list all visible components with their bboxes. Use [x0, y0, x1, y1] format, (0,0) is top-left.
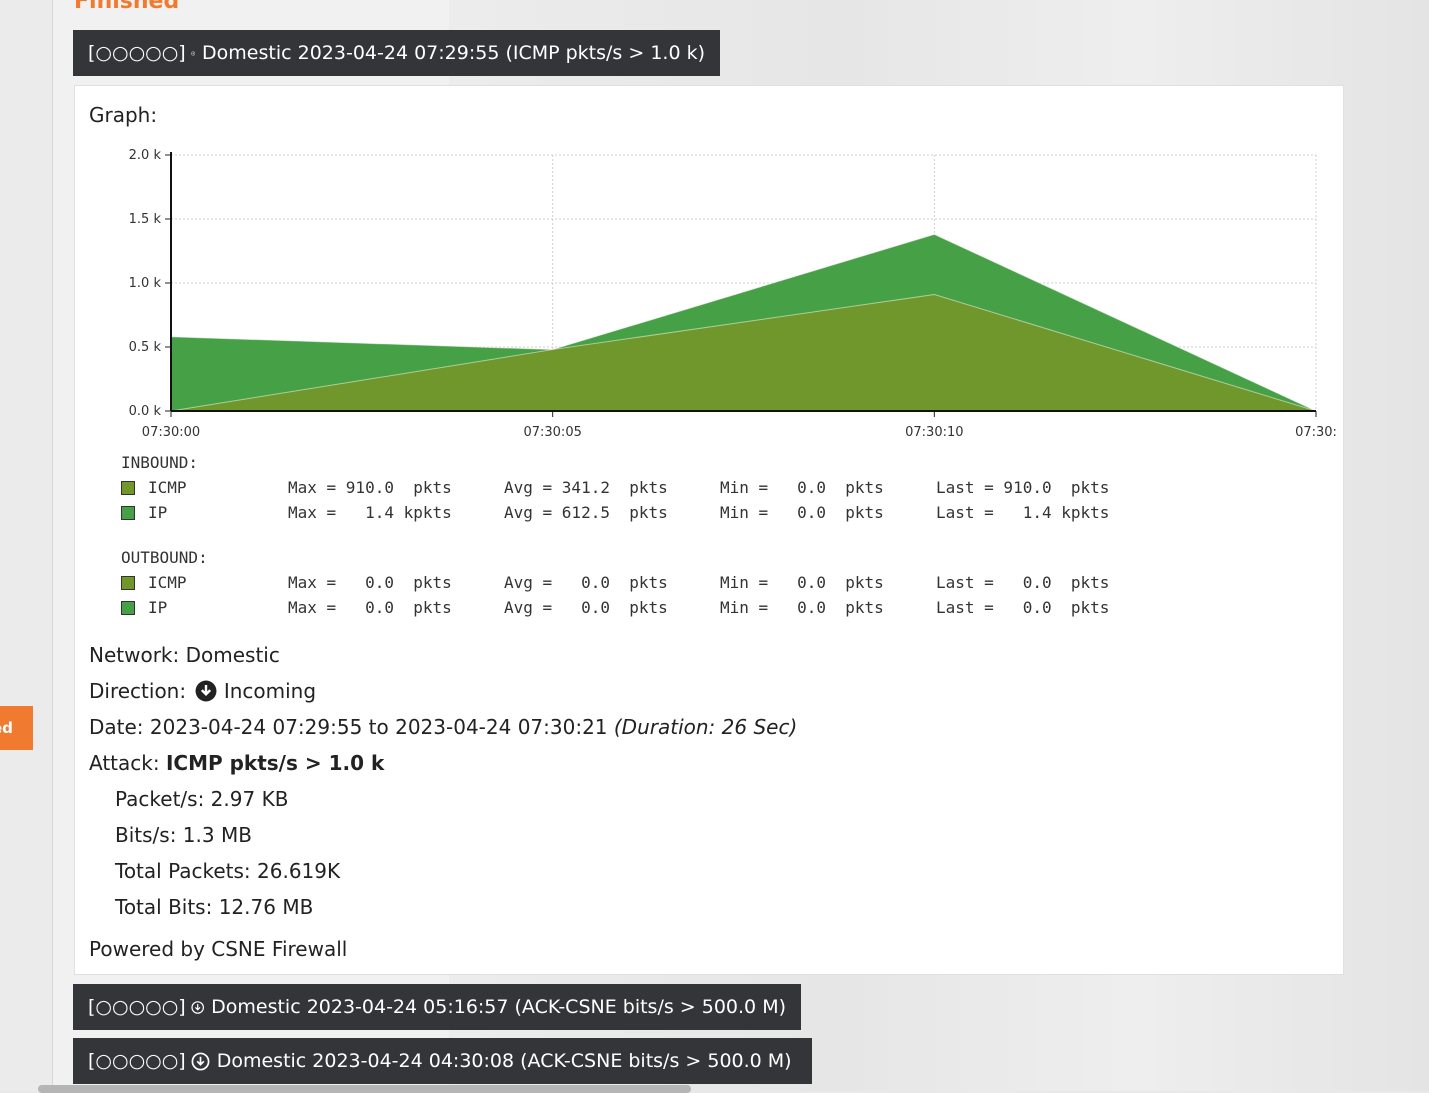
duration: (Duration: 26 Sec): [613, 715, 798, 739]
legend-min: Min = 0.0 pkts: [720, 573, 884, 592]
attack-info: Attack: ICMP pkts/s > 1.0 k: [89, 751, 384, 775]
y-tick-label: 1.5 k: [129, 212, 162, 227]
legend-avg: Avg = 0.0 pkts: [504, 573, 668, 592]
severity-rating: [○○○○○]: [88, 996, 186, 1018]
y-tick-label: 0.0 k: [129, 404, 162, 419]
bits-info: Bits/s: 1.3 MB: [115, 823, 252, 847]
horizontal-scrollbar[interactable]: [38, 1085, 691, 1093]
legend-inbound: INBOUND: ICMP Max = 910.0 pkts Avg = 341…: [121, 450, 1109, 525]
network-info: Network: Domestic: [89, 643, 280, 667]
x-tick-label: 07:30:: [1295, 425, 1337, 440]
attack-value: ICMP pkts/s > 1.0 k: [165, 751, 385, 775]
legend-inbound-title: INBOUND:: [121, 453, 199, 472]
direction-label: Direction:: [89, 679, 187, 703]
legend-last: Last = 0.0 pkts: [936, 573, 1110, 592]
legend-swatch-ip: [121, 600, 135, 615]
legend-series-name: ICMP: [148, 478, 187, 497]
y-tick-label: 2.0 k: [129, 148, 162, 163]
alert-title: Domestic 2023-04-24 04:30:08 (ACK-CSNE b…: [216, 1050, 792, 1072]
alert-title: Domestic 2023-04-24 07:29:55 (ICMP pkts/…: [202, 42, 705, 64]
direction-value: Incoming: [223, 679, 317, 703]
chart-legend: INBOUND: ICMP Max = 910.0 pkts Avg = 341…: [121, 450, 1109, 628]
alert-detail-panel: Graph: 0.0 k 0.5 k 1.0 k 1.5 k 2.0 k 07:30:00…: [74, 85, 1344, 975]
side-status-badge[interactable]: ed: [0, 706, 33, 750]
date-range: Date: 2023-04-24 07:29:55 to 2023-04-24 …: [89, 715, 608, 739]
legend-min: Min = 0.0 pkts: [720, 598, 884, 617]
legend-series-name: IP: [148, 598, 168, 617]
severity-rating: [○○○○○]: [88, 1050, 186, 1072]
legend-row: ICMP Max = 0.0 pkts Avg = 0.0 pkts Min =…: [121, 570, 1109, 595]
legend-max: Max = 1.4 kpkts: [288, 503, 452, 522]
download-circle-icon: [191, 1052, 210, 1070]
legend-avg: Avg = 0.0 pkts: [504, 598, 668, 617]
legend-row: IP Max = 1.4 kpkts Avg = 612.5 pkts Min …: [121, 500, 1109, 525]
powered-by: Powered by CSNE Firewall: [89, 937, 348, 961]
alert-title: Domestic 2023-04-24 05:16:57 (ACK-CSNE b…: [211, 996, 786, 1018]
x-tick-label: 07:30:05: [523, 425, 581, 440]
legend-avg: Avg = 612.5 pkts: [504, 503, 668, 522]
legend-swatch-icmp: [121, 575, 135, 590]
legend-min: Min = 0.0 pkts: [720, 503, 884, 522]
legend-outbound: OUTBOUND: ICMP Max = 0.0 pkts Avg = 0.0 …: [121, 545, 1109, 620]
left-column: [0, 0, 53, 1091]
graph-label: Graph:: [89, 103, 158, 127]
legend-series-name: IP: [148, 503, 168, 522]
download-circle-icon: [196, 680, 217, 702]
legend-max: Max = 0.0 pkts: [288, 573, 452, 592]
legend-max: Max = 0.0 pkts: [288, 598, 452, 617]
legend-row: IP Max = 0.0 pkts Avg = 0.0 pkts Min = 0…: [121, 595, 1109, 620]
direction-info: Direction: Incoming: [89, 679, 316, 703]
legend-swatch-ip: [121, 505, 135, 520]
alert-header[interactable]: [○○○○○] Domestic 2023-04-24 05:16:57 (AC…: [73, 984, 801, 1030]
legend-swatch-icmp: [121, 480, 135, 495]
download-circle-icon: [191, 1000, 204, 1014]
date-info: Date: 2023-04-24 07:29:55 to 2023-04-24 …: [89, 715, 797, 739]
download-circle-icon: [190, 50, 195, 56]
total-packets-info: Total Packets: 26.619K: [115, 859, 341, 883]
severity-rating: [○○○○○]: [88, 42, 186, 64]
alert-header[interactable]: [○○○○○] Domestic 2023-04-24 04:30:08 (AC…: [73, 1038, 812, 1084]
status-heading: Finished: [74, 0, 180, 14]
legend-last: Last = 0.0 pkts: [936, 598, 1110, 617]
attack-label: Attack:: [89, 751, 160, 775]
packets-info: Packet/s: 2.97 KB: [115, 787, 289, 811]
y-tick-label: 1.0 k: [129, 276, 162, 291]
legend-min: Min = 0.0 pkts: [720, 478, 884, 497]
traffic-chart: 0.0 k0.5 k1.0 k1.5 k2.0 k07:30:00 07:30:0…: [129, 148, 1337, 440]
alert-header[interactable]: [○○○○○] Domestic 2023-04-24 07:29:55 (IC…: [73, 30, 720, 76]
legend-series-name: ICMP: [148, 573, 187, 592]
y-tick-label: 0.5 k: [129, 340, 162, 355]
x-tick-label: 07:30:00: [142, 425, 200, 440]
legend-avg: Avg = 341.2 pkts: [504, 478, 668, 497]
legend-outbound-title: OUTBOUND:: [121, 548, 208, 567]
legend-row: ICMP Max = 910.0 pkts Avg = 341.2 pkts M…: [121, 475, 1109, 500]
x-tick-label: 07:30:10: [905, 425, 963, 440]
legend-last: Last = 1.4 kpkts: [936, 503, 1110, 522]
total-bits-info: Total Bits: 12.76 MB: [115, 895, 314, 919]
legend-last: Last = 910.0 pkts: [936, 478, 1110, 497]
legend-max: Max = 910.0 pkts: [288, 478, 452, 497]
